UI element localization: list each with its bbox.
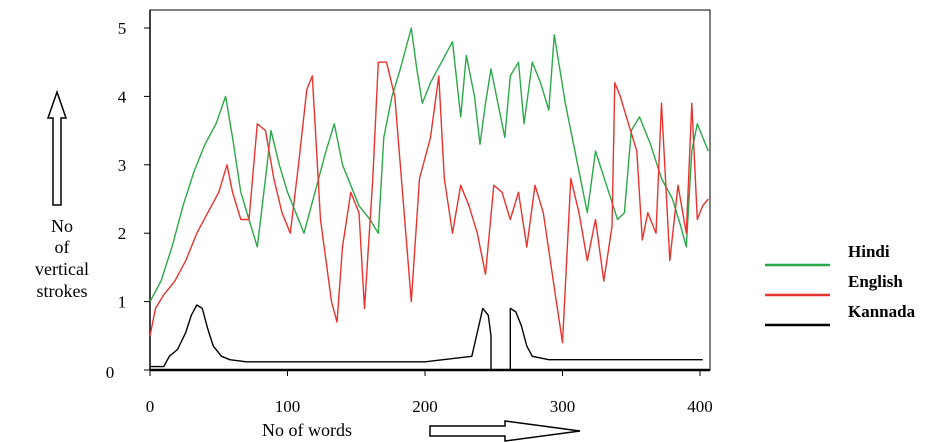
y-tick-label: 5	[118, 19, 127, 38]
legend-label-hindi: Hindi	[848, 242, 890, 261]
y-tick-label: 4	[118, 87, 127, 106]
x-tick-label: 0	[146, 397, 155, 416]
legend-label-kannada: Kannada	[848, 302, 916, 321]
series-line-kannada	[509, 307, 703, 370]
y-tick-label: 2	[118, 224, 127, 243]
y-tick-label: 3	[118, 156, 127, 175]
y-tick-labels: 0 1 2 3 4 5	[106, 19, 150, 382]
x-axis-label: No of words	[262, 420, 352, 440]
legend: Hindi English Kannada	[765, 242, 916, 327]
x-tick-label: 400	[687, 397, 713, 416]
series-line-english	[149, 61, 709, 344]
x-tick-label: 100	[275, 397, 301, 416]
x-axis-arrow-icon	[429, 420, 581, 442]
y-axis-label-line-2: of	[55, 237, 70, 257]
x-tick-label: 200	[412, 397, 438, 416]
y-tick-label: 1	[118, 293, 127, 312]
x-tick-label: 300	[550, 397, 576, 416]
series-lines	[149, 27, 709, 370]
y-axis-label-line-4: strokes	[37, 281, 88, 301]
legend-label-english: English	[848, 272, 903, 291]
series-line-hindi	[149, 27, 709, 302]
y-axis-label-line-1: No	[51, 216, 73, 236]
y-axis-label-line-3: vertical	[35, 259, 89, 279]
x-tick-labels: 0 100 200 300 400	[146, 370, 713, 416]
y-axis-arrow-icon	[46, 89, 68, 206]
series-line-kannada	[150, 304, 492, 370]
y-tick-label: 0	[106, 363, 115, 382]
